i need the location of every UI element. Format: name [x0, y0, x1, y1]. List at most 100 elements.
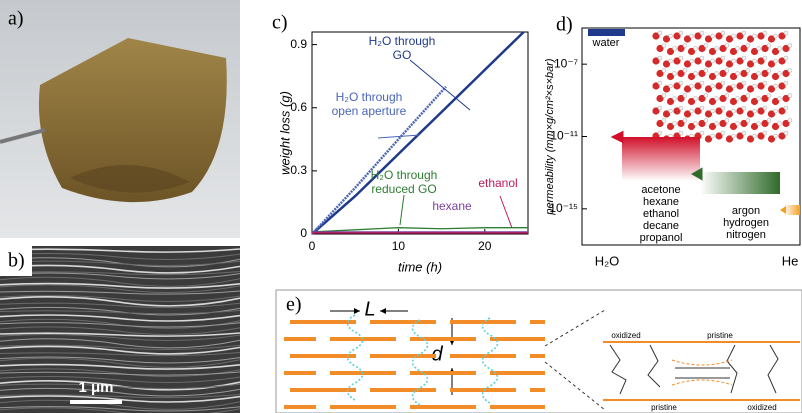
hydrogen-atom: [757, 122, 761, 126]
hydrogen-atom: [721, 56, 725, 60]
hydrogen-atom: [732, 59, 736, 63]
hydrogen-atom: [721, 81, 725, 85]
x-tick-label: 0: [309, 239, 316, 253]
hydrogen-atom: [711, 84, 715, 88]
y-tick-label: 0.9: [290, 37, 307, 51]
x-tick-label: H₂O: [595, 253, 620, 268]
hydrogen-atom: [774, 109, 778, 113]
hydrogen-atom: [715, 47, 719, 51]
hydrogen-atom: [784, 31, 788, 35]
hydrogen-atom: [662, 69, 666, 73]
y-tick-label: 0: [300, 226, 307, 240]
hydrogen-atom: [690, 109, 694, 113]
hydrogen-atom: [784, 131, 788, 135]
hydrogen-atom: [658, 81, 662, 85]
hydrogen-atom: [673, 122, 677, 126]
y-axis-label: weight loss (g): [277, 91, 292, 175]
hydrogen-atom: [774, 84, 778, 88]
hydrogen-atom: [658, 31, 662, 35]
annotation: H₂O through: [371, 168, 438, 182]
hydrogen-atom: [679, 31, 683, 35]
hydrogen-atom: [673, 97, 677, 101]
hydrogen-atom: [679, 106, 683, 110]
hydrogen-atom: [767, 94, 771, 98]
hydrogen-atom: [669, 84, 673, 88]
hydrogen-atom: [715, 122, 719, 126]
water-bar: [588, 29, 625, 36]
panel-label: c): [272, 12, 288, 34]
hydrogen-atom: [690, 59, 694, 63]
hydrogen-atom: [757, 97, 761, 101]
hydrogen-atom: [679, 56, 683, 60]
hydrogen-atom: [725, 69, 729, 73]
hydrogen-atom: [788, 44, 792, 48]
hydrogen-atom: [673, 47, 677, 51]
hydrogen-atom: [658, 131, 662, 135]
panel-a: a): [0, 0, 240, 238]
y-tick-label: 0.6: [290, 100, 307, 114]
group-item: hexane: [643, 196, 679, 208]
hydrogen-atom: [673, 72, 677, 76]
hydrogen-atom: [658, 106, 662, 110]
hydrogen-atom: [788, 69, 792, 73]
hydrogen-atom: [788, 119, 792, 123]
hydrogen-atom: [725, 94, 729, 98]
panel-e: e) L d oxidized pristine pristine oxidiz…: [276, 290, 802, 413]
hydrogen-atom: [784, 56, 788, 60]
hydrogen-atom: [763, 56, 767, 60]
annotation-arrow: [500, 196, 512, 228]
hydrogen-atom: [700, 131, 704, 135]
annotation: H₂O through: [369, 34, 436, 48]
group-item: decane: [643, 220, 679, 232]
hydrogen-atom: [788, 94, 792, 98]
scale-bar-label: 1 μm: [78, 379, 113, 396]
hydrogen-atom: [694, 72, 698, 76]
group-item: argon: [732, 205, 760, 217]
hydrogen-atom: [711, 109, 715, 113]
hydrogen-atom: [763, 81, 767, 85]
hydrogen-atom: [774, 34, 778, 38]
hydrogen-atom: [732, 84, 736, 88]
x-tick-label: 10: [392, 239, 406, 253]
x-tick-label: 20: [478, 239, 492, 253]
hydrogen-atom: [721, 31, 725, 35]
hydrogen-atom: [778, 122, 782, 126]
organic-range: [622, 137, 700, 181]
hydrogen-atom: [746, 119, 750, 123]
hydrogen-atom: [690, 84, 694, 88]
hydrogen-atom: [725, 44, 729, 48]
hydrogen-atom: [742, 81, 746, 85]
hydrogen-atom: [711, 134, 715, 138]
hydrogen-atom: [679, 131, 683, 135]
hydrogen-atom: [669, 34, 673, 38]
hydrogen-atom: [715, 97, 719, 101]
group-item: hydrogen: [723, 217, 769, 229]
annotation-arrow: [410, 60, 470, 110]
hydrogen-atom: [732, 134, 736, 138]
hydrogen-atom: [711, 34, 715, 38]
hydrogen-atom: [694, 97, 698, 101]
group-item: nitrogen: [726, 229, 766, 241]
water-label: water: [592, 37, 620, 49]
panel-b: [0, 246, 240, 413]
panel-label: e): [286, 294, 302, 316]
hydrogen-atom: [721, 106, 725, 110]
group-item: acetone: [641, 184, 680, 196]
hydrogen-atom: [694, 122, 698, 126]
hydrogen-atom: [704, 69, 708, 73]
range-arrow: [614, 133, 622, 141]
hydrogen-atom: [757, 72, 761, 76]
group-item: ethanol: [643, 208, 679, 220]
hydrogen-atom: [767, 44, 771, 48]
hydrogen-atom: [763, 106, 767, 110]
hydrogen-atom: [757, 47, 761, 51]
hydrogen-atom: [683, 119, 687, 123]
hydrogen-atom: [700, 106, 704, 110]
hydrogen-atom: [694, 47, 698, 51]
hydrogen-atom: [753, 84, 757, 88]
hydrogen-atom: [736, 97, 740, 101]
hydrogen-atom: [658, 56, 662, 60]
hydrogen-atom: [753, 134, 757, 138]
hydrogen-atom: [736, 72, 740, 76]
hydrogen-atom: [763, 31, 767, 35]
